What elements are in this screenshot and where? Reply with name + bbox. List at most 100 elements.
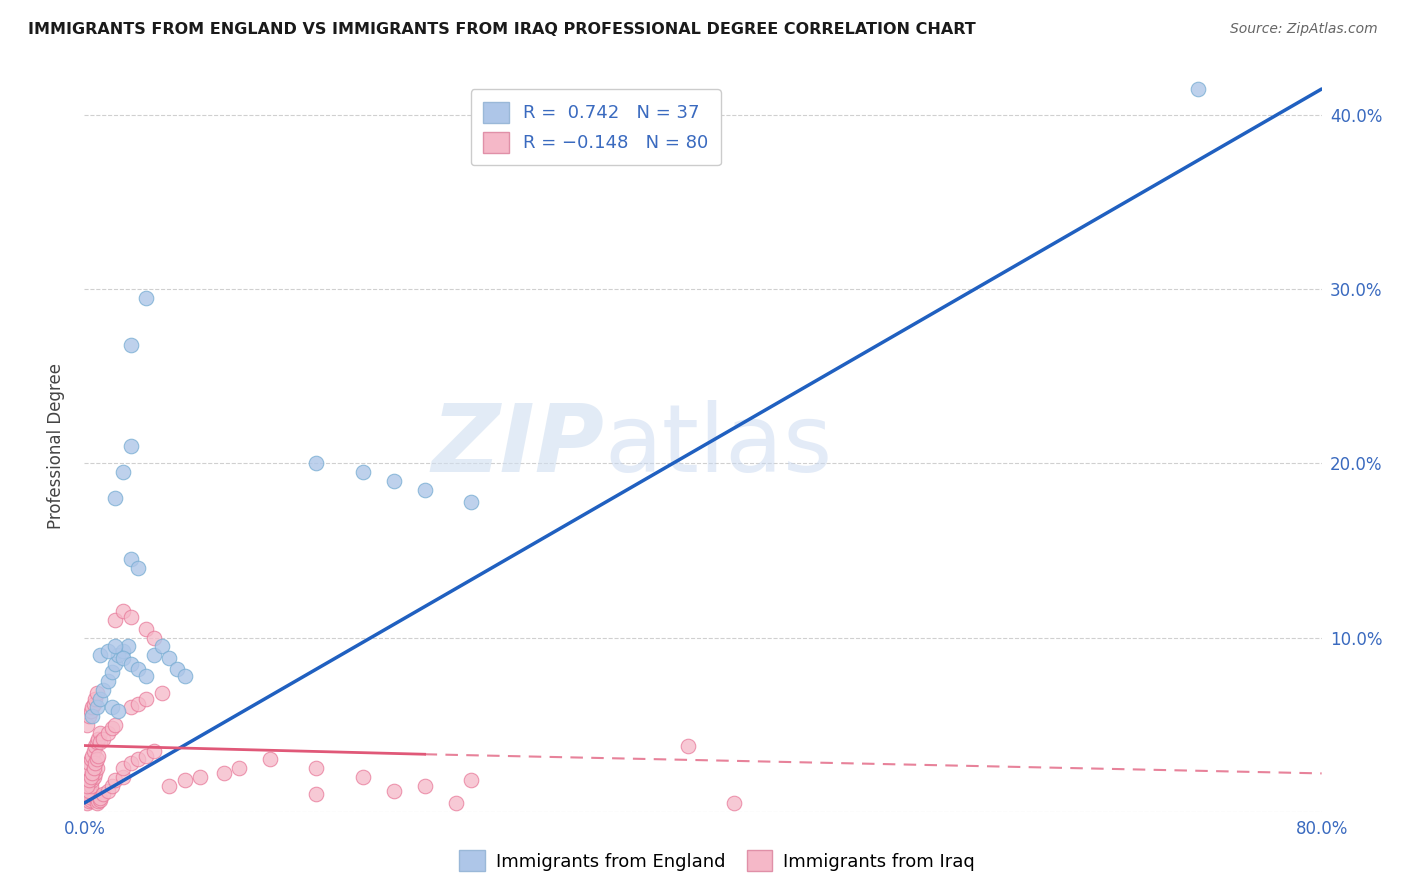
Point [79, 752, 101, 766]
Point [86, 796, 108, 810]
Legend: R =  0.742   N = 37, R = −0.148   N = 80: R = 0.742 N = 37, R = −0.148 N = 80 [471, 89, 721, 165]
Point [117, 640, 139, 654]
Point [83, 789, 105, 803]
Point [112, 465, 135, 479]
Point [83, 697, 105, 711]
Point [112, 644, 135, 658]
Point [104, 773, 127, 788]
Point [112, 761, 135, 775]
Point [84, 756, 107, 770]
Point [101, 665, 124, 680]
Point [84, 739, 107, 753]
Point [89, 691, 111, 706]
Point [460, 494, 482, 508]
Point [89, 648, 111, 662]
Point [82, 773, 104, 788]
Point [91, 682, 114, 697]
Point [120, 439, 142, 453]
Point [166, 662, 188, 676]
Text: IMMIGRANTS FROM ENGLAND VS IMMIGRANTS FROM IRAQ PROFESSIONAL DEGREE CORRELATION : IMMIGRANTS FROM ENGLAND VS IMMIGRANTS FR… [28, 22, 976, 37]
Point [79, 779, 101, 793]
Point [89, 792, 111, 806]
Point [382, 784, 405, 798]
Point [87, 749, 110, 764]
Point [228, 761, 250, 775]
Point [128, 561, 150, 575]
Point [86, 735, 108, 749]
Point [413, 483, 436, 497]
Point [460, 773, 482, 788]
Point [84, 766, 107, 780]
Point [101, 721, 124, 735]
Point [84, 691, 107, 706]
Point [82, 700, 104, 714]
Point [159, 651, 181, 665]
Point [83, 744, 105, 758]
Point [76, 761, 98, 775]
Point [77, 773, 100, 788]
Point [104, 613, 127, 627]
Point [135, 749, 157, 764]
Point [120, 700, 142, 714]
Point [84, 787, 107, 801]
Point [82, 790, 104, 805]
Point [150, 640, 173, 654]
Point [444, 796, 467, 810]
Text: ZIP: ZIP [432, 400, 605, 492]
Point [159, 779, 181, 793]
Point [77, 794, 100, 808]
Point [79, 704, 101, 718]
Point [143, 744, 166, 758]
Point [83, 761, 105, 775]
Point [77, 784, 100, 798]
Point [135, 691, 157, 706]
Point [77, 756, 100, 770]
Point [82, 709, 104, 723]
Point [112, 651, 135, 665]
Point [259, 752, 281, 766]
Point [676, 739, 699, 753]
Point [352, 465, 374, 479]
Point [128, 752, 150, 766]
Point [212, 766, 235, 780]
Point [89, 726, 111, 740]
Point [120, 552, 142, 566]
Point [97, 784, 120, 798]
Point [79, 770, 101, 784]
Point [305, 761, 328, 775]
Point [174, 669, 197, 683]
Point [413, 779, 436, 793]
Point [188, 770, 212, 784]
Point [174, 773, 197, 788]
Point [305, 457, 328, 471]
Point [76, 796, 98, 810]
Point [352, 770, 374, 784]
Point [76, 779, 98, 793]
Point [120, 756, 142, 770]
Point [143, 648, 166, 662]
Point [107, 648, 129, 662]
Text: atlas: atlas [605, 400, 832, 492]
Point [143, 631, 166, 645]
Point [104, 491, 127, 506]
Point [107, 704, 129, 718]
Point [86, 752, 108, 766]
Point [120, 609, 142, 624]
Point [128, 697, 150, 711]
Point [86, 686, 108, 700]
Point [82, 766, 104, 780]
Point [97, 644, 120, 658]
Y-axis label: Professional Degree: Professional Degree [46, 363, 65, 529]
Point [104, 640, 127, 654]
Point [79, 792, 101, 806]
Point [83, 770, 105, 784]
Text: Source: ZipAtlas.com: Source: ZipAtlas.com [1230, 22, 1378, 37]
Point [87, 794, 110, 808]
Point [89, 790, 111, 805]
Point [1187, 82, 1209, 96]
Point [104, 657, 127, 671]
Point [104, 717, 127, 731]
Point [76, 787, 98, 801]
Point [120, 657, 142, 671]
Point [101, 700, 124, 714]
